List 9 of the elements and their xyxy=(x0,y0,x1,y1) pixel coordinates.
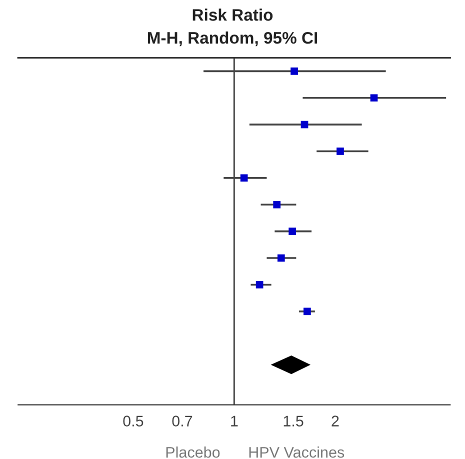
x-tick-label: 0.7 xyxy=(172,416,192,426)
text: HPV Vaccines xyxy=(249,446,344,458)
text: Placebo xyxy=(166,446,220,458)
x-tick-label: 1 xyxy=(231,416,238,426)
x-tick-label: 0.5 xyxy=(123,416,144,426)
chart-title: Risk Ratio xyxy=(192,8,273,21)
x-tick-label: 1.5 xyxy=(284,416,304,426)
chart-subtitle: M-H, Random, 95% CI xyxy=(148,32,318,46)
x-tick-label: 2 xyxy=(332,416,339,426)
